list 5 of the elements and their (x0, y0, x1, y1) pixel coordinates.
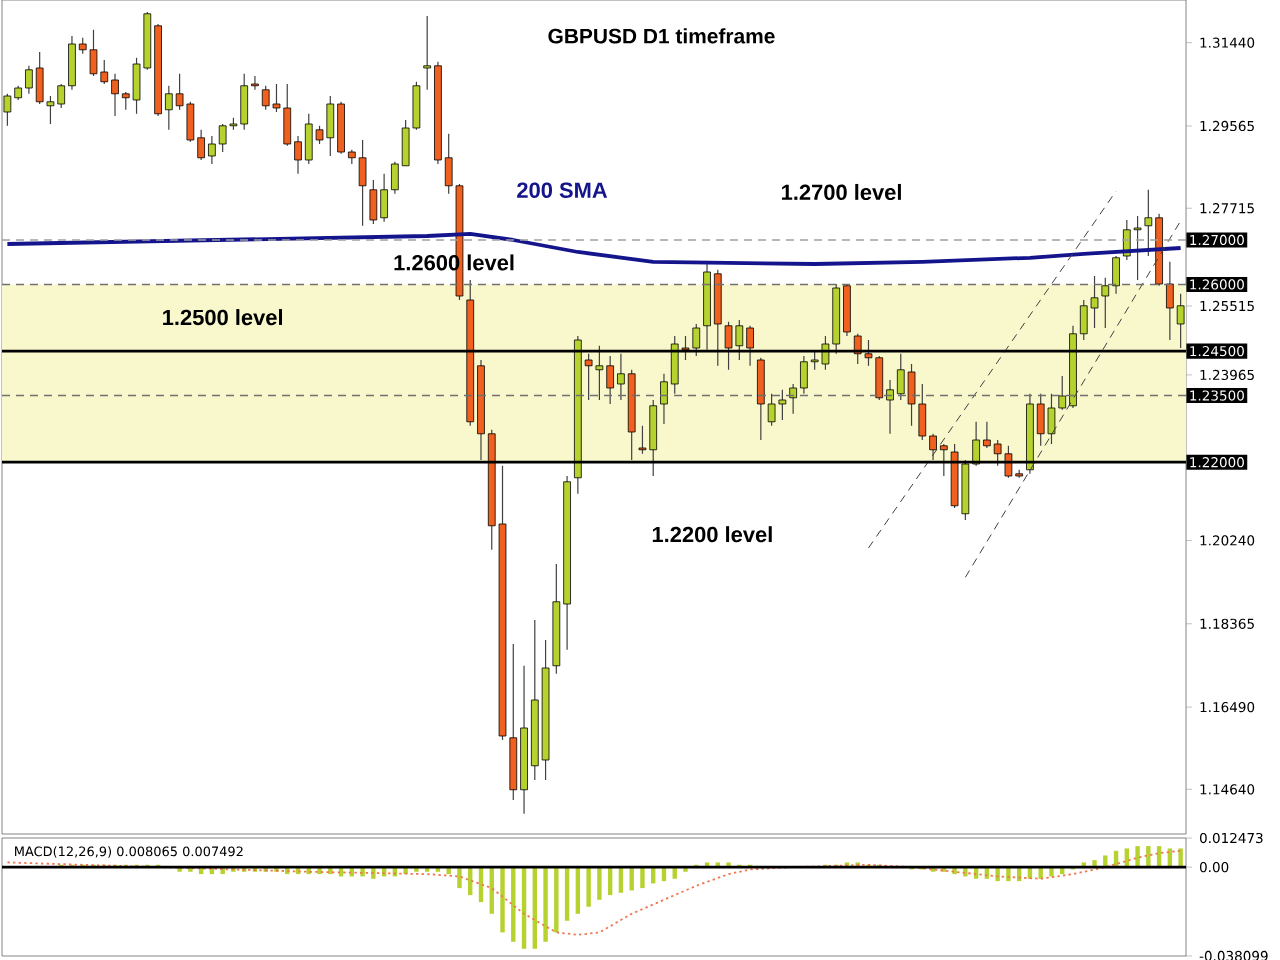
annotation: 1.2500 level (163, 309, 282, 326)
annotation: 1.2700 level (782, 183, 901, 201)
annotation: 1.2200 level (652, 526, 772, 543)
text: GBPUSD D1 timeframe (548, 28, 775, 44)
series-label: 200 SMA (517, 182, 608, 198)
